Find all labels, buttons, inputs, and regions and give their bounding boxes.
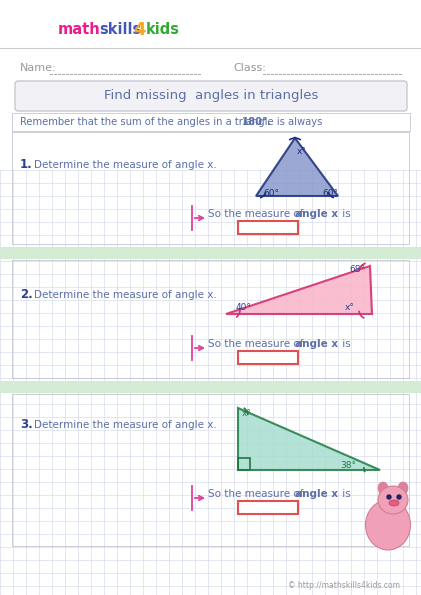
Text: Determine the measure of angle x.: Determine the measure of angle x. [34, 290, 217, 300]
Polygon shape [238, 408, 380, 470]
Text: x°: x° [345, 303, 355, 312]
Text: Name:: Name: [20, 63, 57, 73]
Text: 60°: 60° [322, 189, 338, 198]
Text: 1.: 1. [20, 158, 33, 171]
Text: angle x: angle x [295, 489, 338, 499]
Text: 3.: 3. [20, 418, 33, 431]
Text: So the measure of: So the measure of [208, 339, 307, 349]
Text: So the measure of: So the measure of [208, 489, 307, 499]
Bar [0, 381, 421, 393]
Polygon shape [256, 138, 338, 196]
Text: Remember that the sum of the angles in a triangle is always: Remember that the sum of the angles in a… [20, 117, 325, 127]
Text: So the measure of: So the measure of [208, 209, 307, 219]
Bar [12, 260, 409, 378]
Ellipse shape [389, 500, 399, 506]
Text: angle x: angle x [295, 209, 338, 219]
Text: 38°: 38° [340, 462, 356, 471]
Bar [12, 113, 410, 131]
Text: © http://mathskills4kids.com: © http://mathskills4kids.com [288, 581, 400, 590]
Text: Find missing  angles in triangles: Find missing angles in triangles [104, 89, 318, 102]
Text: is: is [339, 489, 351, 499]
Text: kids: kids [146, 23, 180, 37]
Bar [238, 501, 298, 514]
Text: 60°: 60° [263, 189, 279, 198]
Circle shape [397, 495, 401, 499]
Text: is: is [339, 339, 351, 349]
FancyBboxPatch shape [15, 81, 407, 111]
Text: is: is [339, 209, 351, 219]
Bar [12, 394, 409, 546]
Bar [0, 247, 421, 259]
Bar [238, 351, 298, 364]
Text: angle x: angle x [295, 339, 338, 349]
Text: skills: skills [99, 23, 141, 37]
Circle shape [387, 495, 391, 499]
Ellipse shape [365, 500, 410, 550]
Text: Determine the measure of angle x.: Determine the measure of angle x. [34, 160, 217, 170]
Text: 2.: 2. [20, 289, 33, 302]
Text: 40°: 40° [236, 303, 252, 312]
Polygon shape [226, 266, 372, 314]
Text: Determine the measure of angle x.: Determine the measure of angle x. [34, 420, 217, 430]
Text: 180°.: 180°. [242, 117, 272, 127]
Bar [12, 132, 409, 244]
Ellipse shape [378, 482, 388, 494]
Bar [238, 221, 298, 234]
Bar [238, 458, 250, 470]
Ellipse shape [378, 486, 408, 514]
Text: 68°: 68° [349, 265, 365, 274]
Text: x°: x° [297, 146, 307, 155]
Text: Class:: Class: [233, 63, 266, 73]
Text: math: math [58, 23, 101, 37]
Text: 4: 4 [133, 21, 146, 39]
Text: x°: x° [242, 409, 252, 418]
Ellipse shape [398, 482, 408, 494]
